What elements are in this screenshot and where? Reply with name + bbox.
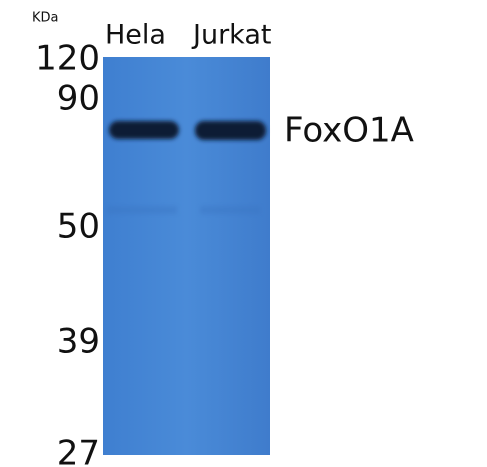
lane-label: Jurkat [191, 20, 271, 51]
marker-label: 120 [35, 39, 100, 79]
band-label: FoxO1A [284, 111, 414, 151]
western-blot: KDa Hela Jurkat 120 90 50 39 27 FoxO1A [0, 0, 487, 467]
band [109, 121, 179, 139]
band [195, 121, 266, 140]
marker-label: 50 [57, 207, 100, 247]
unit-label: KDa [32, 11, 59, 26]
marker-label: 27 [57, 434, 100, 467]
faint-band [107, 206, 177, 214]
marker-label: 90 [57, 79, 100, 119]
faint-band [200, 206, 260, 214]
lane-label: Hela [105, 20, 166, 51]
marker-label: 39 [57, 322, 100, 362]
membrane [103, 57, 270, 455]
